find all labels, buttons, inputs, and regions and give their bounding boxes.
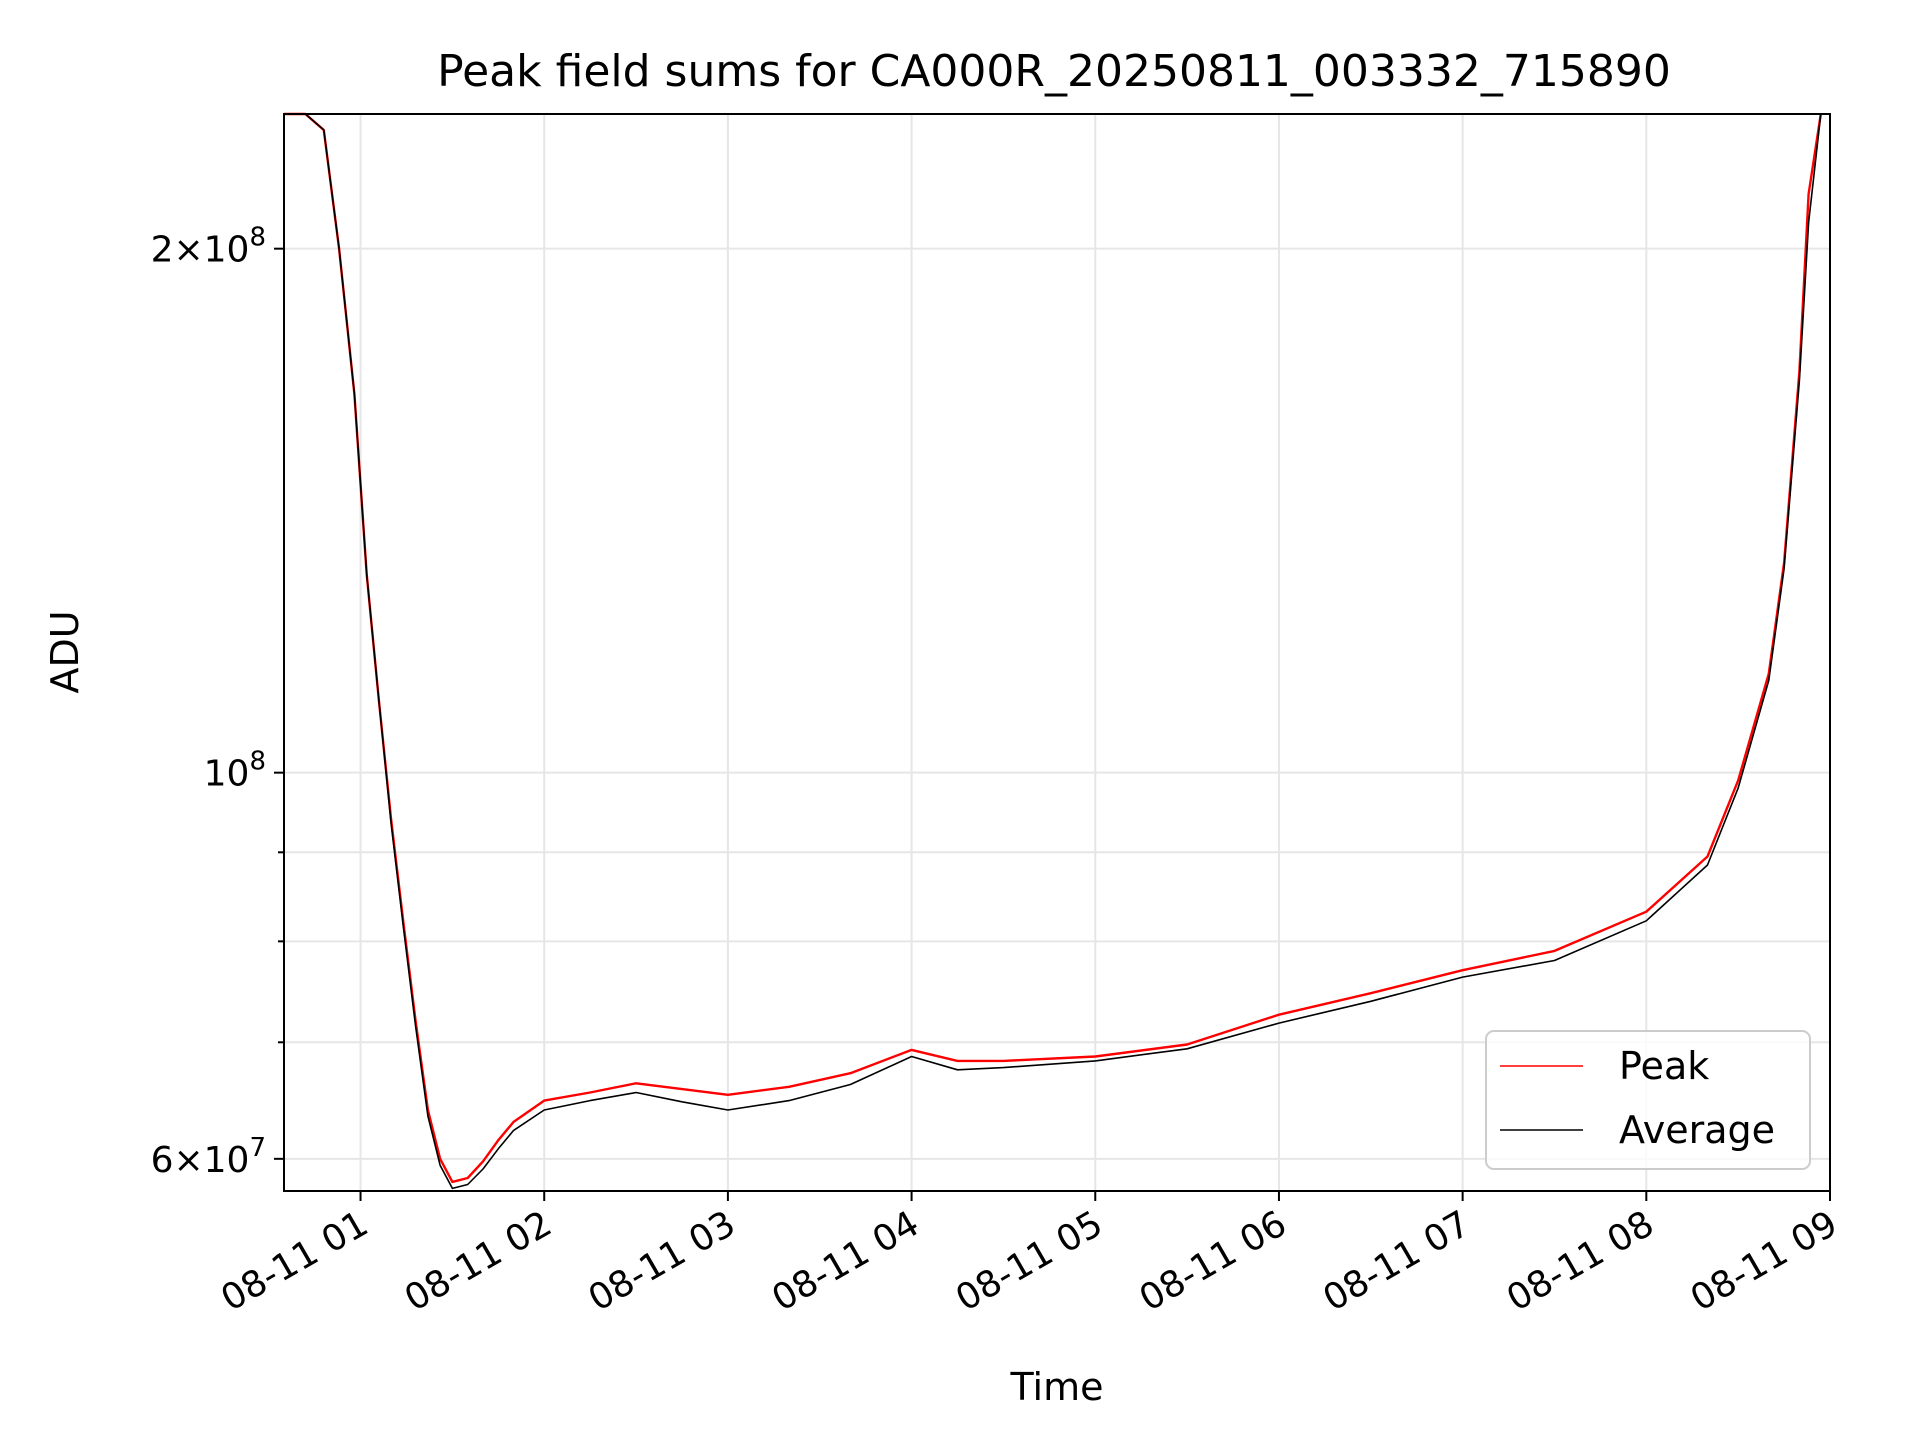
y-axis-label: ADU	[43, 610, 87, 693]
legend-peak-label: Peak	[1619, 1044, 1709, 1088]
y-tick-label: 6×107	[151, 1133, 266, 1181]
series-lines	[284, 112, 1822, 1190]
plot-area-frame	[283, 113, 1831, 1192]
legend-average-label: Average	[1619, 1108, 1775, 1152]
x-axis-label: Time	[1010, 1365, 1104, 1409]
y-tick-label: 2×108	[151, 223, 266, 271]
legend: Peak Average	[1485, 1030, 1811, 1170]
chart-title: Peak field sums for CA000R_20250811_0033…	[437, 46, 1671, 97]
series-line-average	[284, 113, 1822, 1190]
